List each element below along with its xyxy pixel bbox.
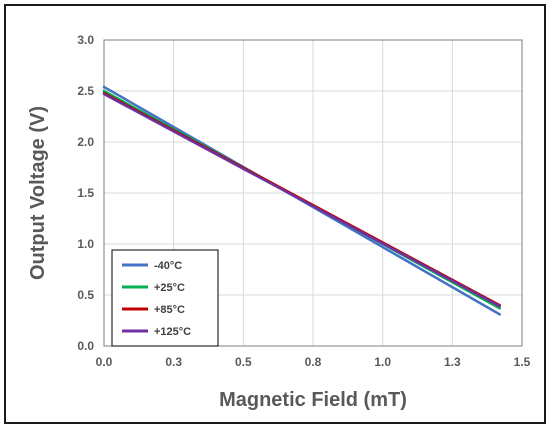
y-tick-label: 1.5 <box>77 186 94 200</box>
legend: -40°C +25°C +85°C +125°C <box>111 249 219 347</box>
x-tick-label: 0.3 <box>165 355 182 369</box>
y-axis-title: Output Voltage (V) <box>27 106 49 280</box>
legend-label: +125°C <box>154 326 191 338</box>
x-axis-title: Magnetic Field (mT) <box>219 389 407 411</box>
x-tick-label: 0.8 <box>305 355 322 369</box>
series-line-3 <box>102 92 501 308</box>
legend-label: +25°C <box>154 282 185 294</box>
x-tick-label: 1.5 <box>514 355 531 369</box>
y-tick-label: 2.5 <box>77 84 94 98</box>
legend-label: +85°C <box>154 304 185 316</box>
x-tick-label: 0.5 <box>235 355 252 369</box>
y-tick-label: 0.5 <box>77 288 94 302</box>
x-tick-label: 1.0 <box>374 355 391 369</box>
y-tick-label: 1.0 <box>77 237 94 251</box>
x-tick-label: 0.0 <box>96 355 113 369</box>
legend-label: -40°C <box>154 260 182 272</box>
y-tick-label: 0.0 <box>77 339 94 353</box>
y-tick-label: 2.0 <box>77 135 94 149</box>
plot-area <box>103 39 523 347</box>
chart-frame <box>4 4 546 424</box>
y-tick-label: 3.0 <box>77 33 94 47</box>
x-tick-label: 1.3 <box>444 355 461 369</box>
